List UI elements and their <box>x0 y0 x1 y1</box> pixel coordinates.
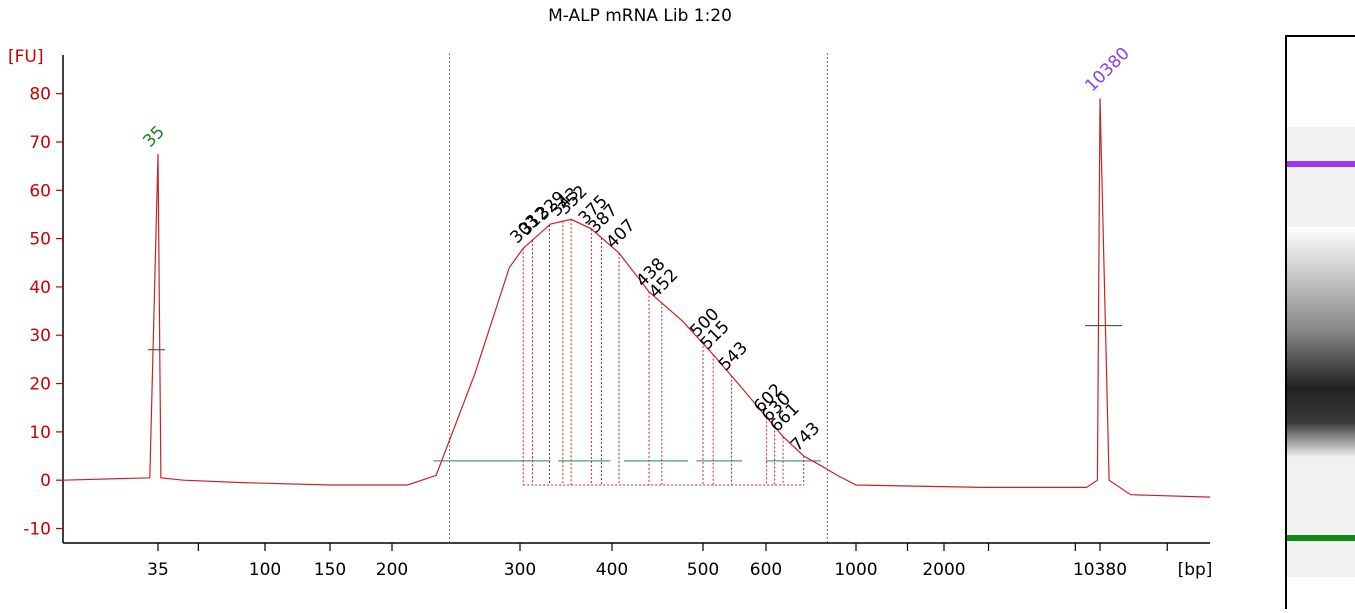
x-axis-label: [bp] <box>1178 560 1213 580</box>
y-tick-label: 60 <box>29 181 51 201</box>
gel-smear <box>1287 227 1355 457</box>
gel-upper-marker-band <box>1287 161 1355 167</box>
y-tick-label: 0 <box>40 471 51 491</box>
gel-lane <box>1285 35 1355 609</box>
x-tick-label: 100 <box>249 560 281 580</box>
y-tick-label: 80 <box>29 85 51 105</box>
x-tick-label: 2000 <box>922 560 965 580</box>
marker-peak-label: 10380 <box>1081 44 1133 96</box>
x-tick-label: 600 <box>750 560 782 580</box>
region-lines <box>449 53 828 543</box>
x-tick-label: 300 <box>504 560 536 580</box>
marker-peak-label: 35 <box>139 122 168 151</box>
x-tick-label: 400 <box>596 560 628 580</box>
x-tick-label: 10380 <box>1073 560 1127 580</box>
y-tick-label: 40 <box>29 278 51 298</box>
gel-lower-marker-band <box>1287 535 1355 541</box>
y-tick-label: 50 <box>29 230 51 250</box>
x-tick-label: 150 <box>314 560 346 580</box>
x-tick-label: 200 <box>376 560 408 580</box>
axes: [FU] <box>8 47 1210 544</box>
x-tick-label: 500 <box>687 560 719 580</box>
trace-layer <box>62 98 1211 498</box>
x-tick-label: 35 <box>147 560 169 580</box>
y-tick-label: 70 <box>29 133 51 153</box>
x-tick-label: 1000 <box>834 560 877 580</box>
peak-labels: 3033123293433523753874074384525005155436… <box>139 44 1133 456</box>
y-tick-label: -10 <box>23 520 51 540</box>
y-tick-label: 20 <box>29 375 51 395</box>
chart-title: M-ALP mRNA Lib 1:20 <box>548 6 732 26</box>
y-tick-label: 30 <box>29 326 51 346</box>
y-axis-label: [FU] <box>8 47 44 67</box>
y-tick-label: 10 <box>29 423 51 443</box>
peak-region-lines <box>148 219 1122 486</box>
trace-line <box>62 98 1211 498</box>
gel-image <box>1287 127 1355 577</box>
